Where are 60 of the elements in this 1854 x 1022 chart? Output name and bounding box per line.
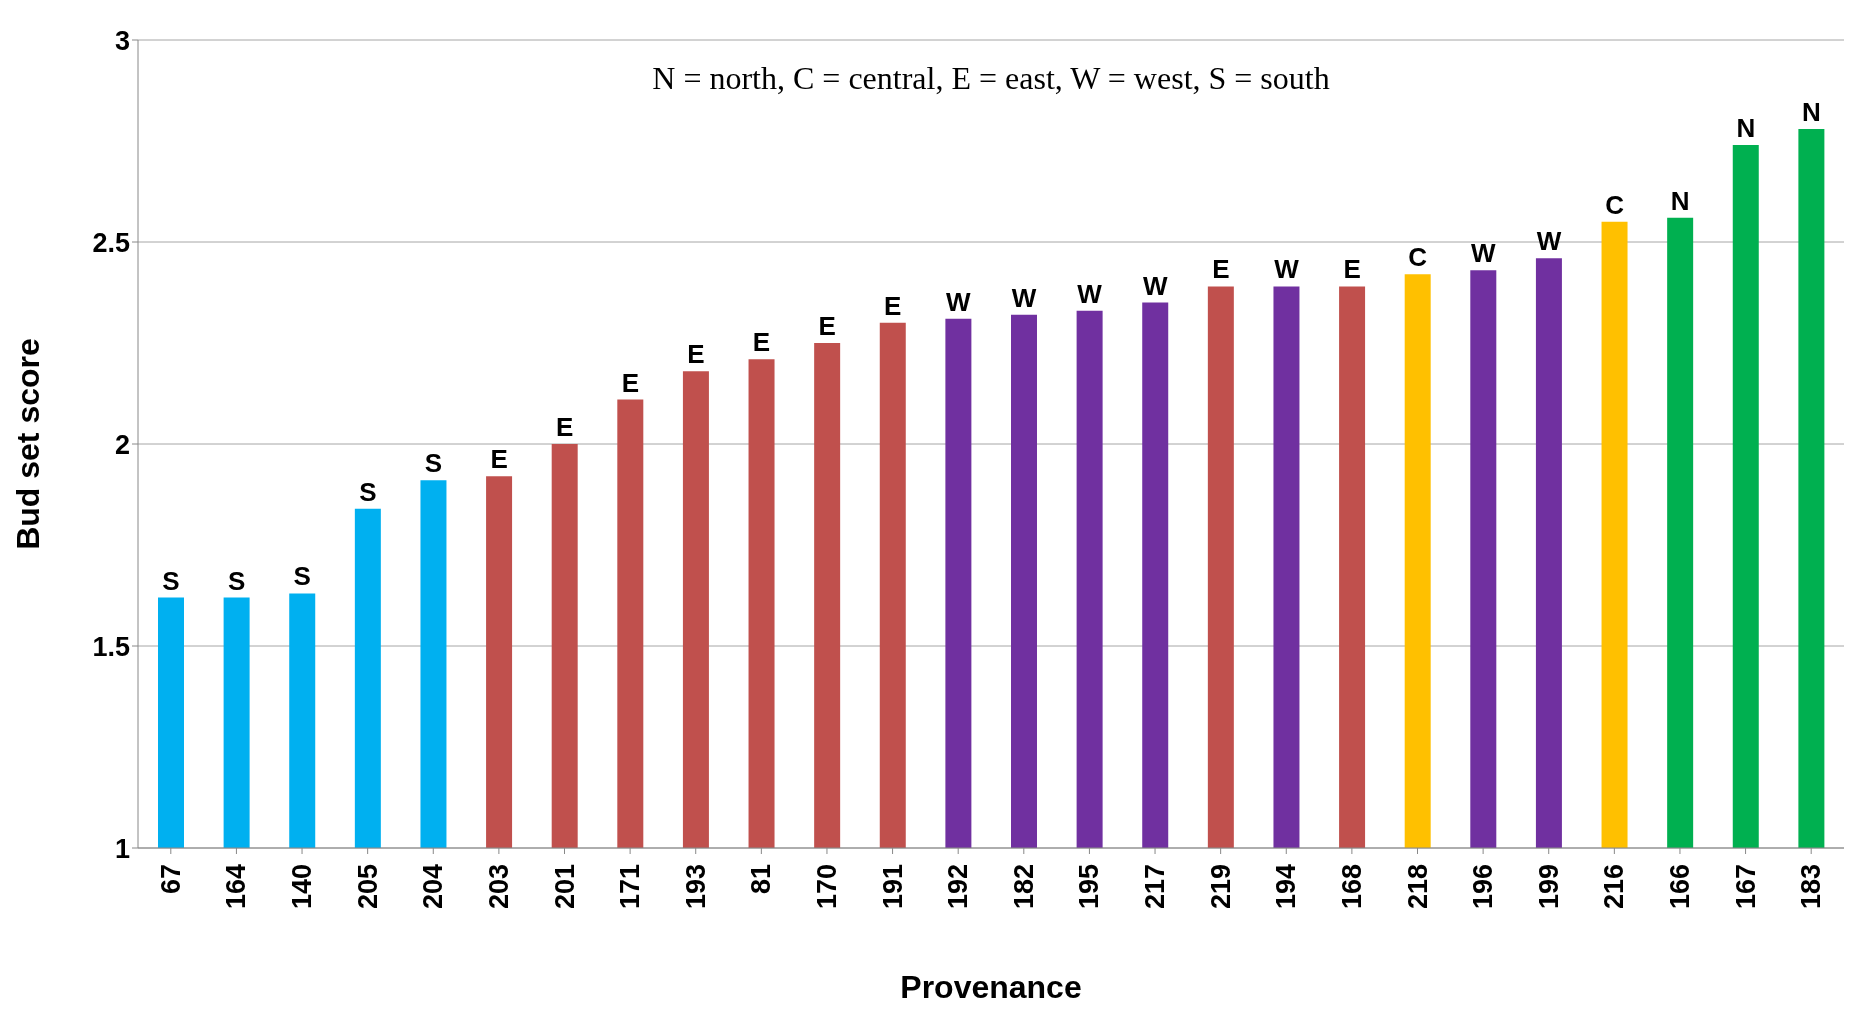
x-tick-label: 67 [155, 864, 186, 895]
x-tick-label: 164 [221, 864, 252, 910]
data-label: S [162, 565, 180, 596]
data-label: W [1471, 238, 1497, 269]
data-label: E [687, 339, 705, 370]
data-label: E [884, 290, 902, 321]
data-label: E [1343, 254, 1361, 285]
data-label: W [1142, 270, 1168, 301]
data-label: W [1536, 226, 1562, 257]
data-label: C [1605, 189, 1625, 220]
x-tick-label: 216 [1599, 864, 1630, 910]
data-label: E [1212, 254, 1230, 285]
x-tick-label: 217 [1140, 864, 1171, 910]
data-label: S [424, 448, 443, 479]
data-label: S [359, 476, 377, 507]
data-label: E [752, 327, 771, 358]
data-label: E [818, 311, 836, 341]
data-label: W [1274, 254, 1300, 285]
y-axis-title: Bud set score [10, 338, 47, 550]
x-tick-label: 218 [1402, 864, 1433, 910]
x-tick-label: 170 [811, 864, 842, 910]
data-label: W [1077, 278, 1103, 309]
data-label: E [621, 367, 639, 398]
x-tick-label: 205 [352, 864, 383, 910]
data-label: W [1011, 282, 1037, 313]
x-tick-label: 192 [943, 864, 974, 910]
x-tick-label: 201 [549, 864, 580, 910]
data-label: S [293, 561, 311, 592]
x-tick-label: 167 [1730, 864, 1761, 910]
x-tick-label: 194 [1271, 864, 1302, 910]
annotation: N = north, C = central, E = east, W = west, S = south [651, 60, 1331, 97]
data-label: E [556, 412, 574, 442]
data-label: N [1670, 185, 1690, 216]
data-label: S [227, 565, 246, 596]
x-tick-label: 204 [418, 864, 449, 910]
x-tick-label: 168 [1336, 864, 1367, 910]
x-axis-title: Provenance [900, 969, 1082, 1005]
x-tick-label: 203 [483, 864, 514, 910]
x-tick-label: 166 [1664, 864, 1695, 910]
x-tick-label: 193 [680, 864, 711, 910]
x-tick-label: 199 [1533, 864, 1564, 910]
y-tick-label: 1.5 [92, 631, 130, 662]
y-tick-label: 3 [114, 25, 130, 56]
data-label: W [946, 286, 972, 317]
x-tick-label: 171 [615, 864, 646, 910]
x-tick-label: 182 [1008, 864, 1039, 910]
data-label: E [490, 444, 508, 475]
x-tick-label: 219 [1205, 864, 1236, 910]
data-label: N [1736, 113, 1756, 144]
y-tick-label: 2.5 [92, 227, 130, 258]
x-tick-label: 191 [877, 864, 908, 910]
x-tick-label: 140 [287, 864, 318, 910]
x-tick-label: 196 [1468, 864, 1499, 910]
y-tick-label: 2 [114, 429, 130, 460]
x-tick-label: 81 [746, 864, 777, 895]
x-tick-label: 183 [1796, 864, 1827, 910]
data-label: N [1801, 96, 1821, 127]
data-label: C [1408, 242, 1428, 273]
y-tick-label: 1 [114, 833, 130, 864]
x-tick-label: 195 [1074, 864, 1105, 910]
